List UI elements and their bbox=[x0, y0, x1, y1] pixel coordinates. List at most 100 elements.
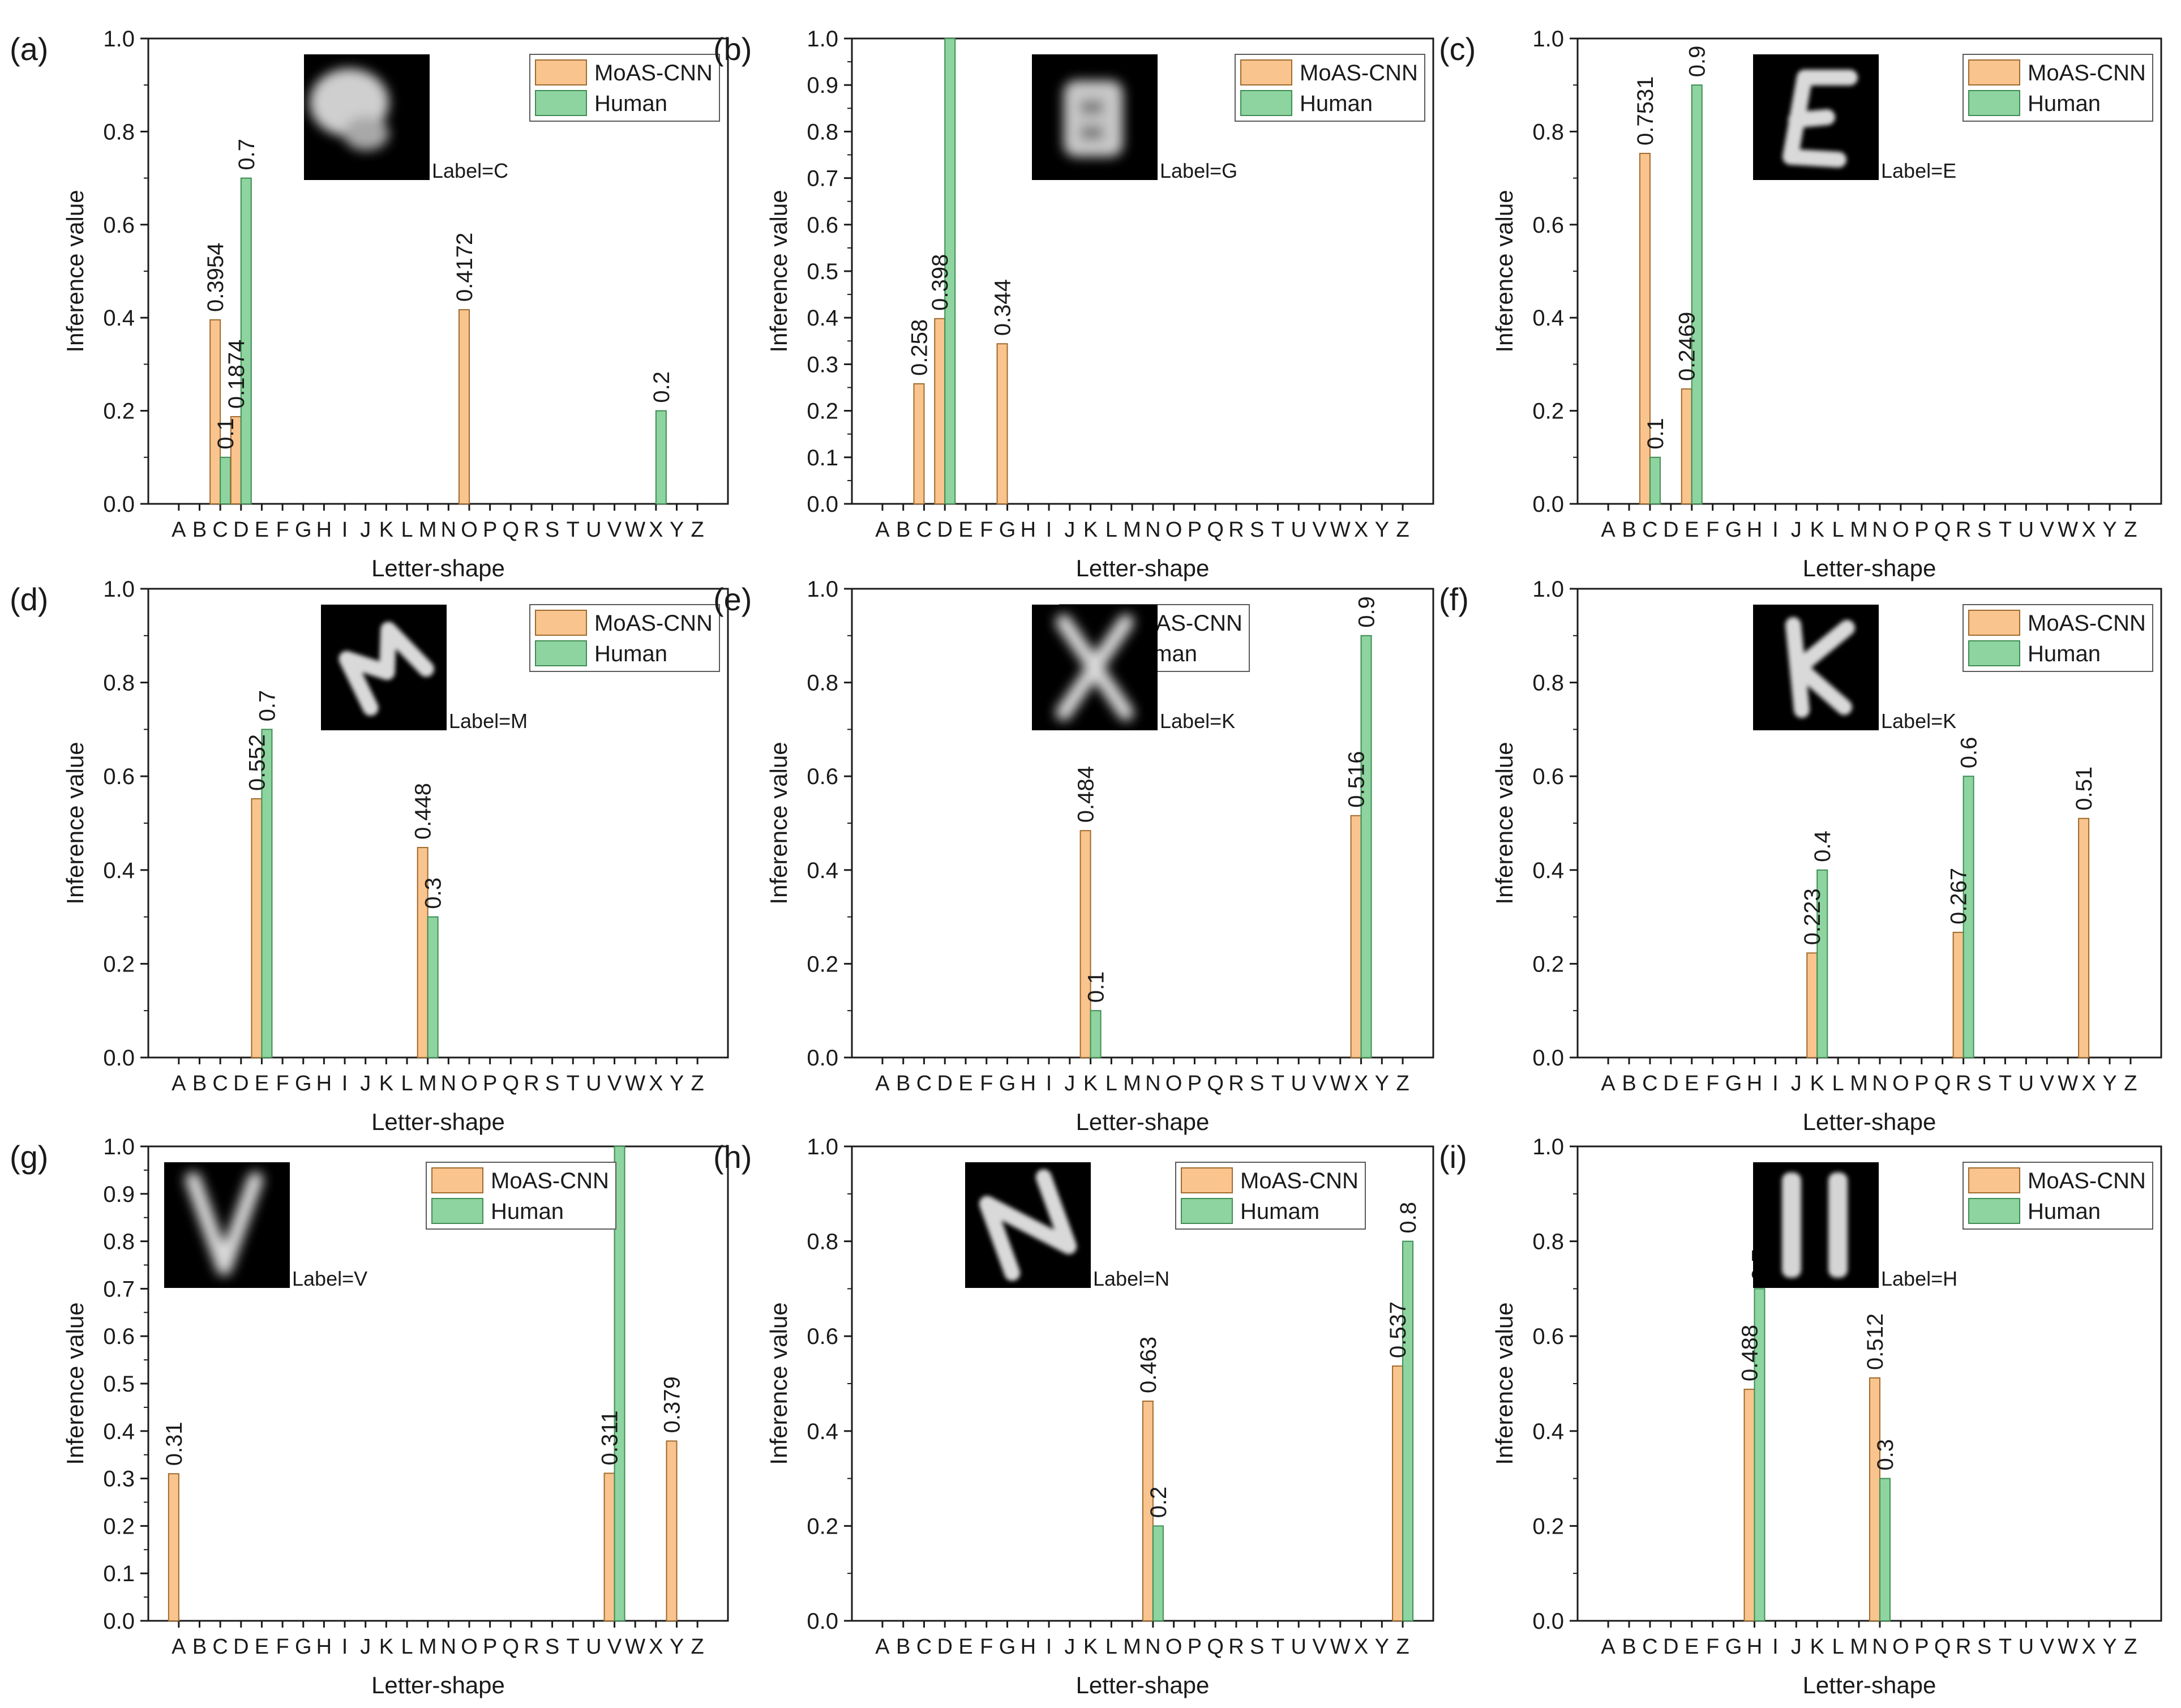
x-tick-label: L bbox=[1832, 1635, 1844, 1659]
x-tick-label: F bbox=[276, 1072, 289, 1095]
x-tick-label: A bbox=[1601, 1635, 1616, 1659]
x-tick-label: B bbox=[896, 518, 910, 542]
x-tick-label: X bbox=[1354, 518, 1368, 542]
x-tick-label: Y bbox=[2102, 1072, 2116, 1095]
x-tick-label: G bbox=[1725, 518, 1742, 542]
x-tick-label: A bbox=[875, 518, 890, 542]
y-tick-label: 1.0 bbox=[103, 1135, 135, 1159]
legend: MoAS-CNN Human bbox=[529, 604, 720, 672]
x-tick-label: R bbox=[524, 518, 539, 542]
bar-human bbox=[261, 729, 273, 1058]
x-tick-label: N bbox=[1145, 1072, 1160, 1095]
x-tick-label: J bbox=[360, 1072, 371, 1095]
x-tick-label: T bbox=[1999, 1072, 2012, 1095]
bar-moas-cnn bbox=[2078, 817, 2090, 1058]
legend-swatch-moas-cnn bbox=[1240, 59, 1292, 85]
x-tick-label: C bbox=[916, 1072, 932, 1095]
data-label: 0.552 bbox=[245, 734, 269, 791]
x-tick-label: M bbox=[1123, 1072, 1141, 1095]
x-tick-label: C bbox=[916, 518, 932, 542]
x-tick-label: F bbox=[276, 518, 289, 542]
panel-label: (c) bbox=[1439, 31, 1476, 67]
data-label: 0.6 bbox=[1957, 737, 1982, 769]
y-tick-label: 0.6 bbox=[807, 764, 838, 789]
inset-label: Label=C bbox=[432, 159, 508, 182]
x-tick-label: G bbox=[999, 518, 1016, 542]
x-tick-label: W bbox=[1330, 518, 1351, 542]
x-tick-label: C bbox=[212, 518, 228, 542]
panel-label: (g) bbox=[10, 1139, 48, 1175]
y-tick-label: 0.2 bbox=[1532, 952, 1564, 977]
x-tick-label: N bbox=[1145, 518, 1160, 542]
x-tick-label: K bbox=[1810, 1072, 1824, 1095]
x-tick-label: F bbox=[1706, 1072, 1719, 1095]
y-tick-label: 1.0 bbox=[807, 27, 838, 52]
y-tick-label: 0.6 bbox=[103, 764, 135, 789]
x-tick-label: Z bbox=[691, 1072, 704, 1095]
y-tick-label: 0.0 bbox=[807, 1046, 838, 1071]
x-tick-label: D bbox=[1663, 518, 1678, 542]
x-tick-label: T bbox=[1999, 1635, 2012, 1659]
x-tick-label: B bbox=[896, 1635, 910, 1659]
x-axis-title: Letter-shape bbox=[371, 555, 505, 581]
x-tick-label: V bbox=[607, 518, 622, 542]
inset-label: Label=H bbox=[1881, 1267, 1957, 1290]
x-tick-label: H bbox=[1747, 1072, 1762, 1095]
x-tick-label: E bbox=[255, 1072, 269, 1095]
x-tick-label: H bbox=[1021, 1635, 1036, 1659]
legend-label-moas-cnn: MoAS-CNN bbox=[2028, 1168, 2146, 1193]
y-tick-label: 0.4 bbox=[1532, 1419, 1564, 1444]
y-tick-label: 0.6 bbox=[103, 213, 135, 238]
data-label: 0.9 bbox=[1355, 596, 1379, 628]
y-tick-label: 0.6 bbox=[807, 1324, 838, 1349]
y-tick-label: 0.8 bbox=[1532, 671, 1564, 696]
y-tick-label: 0.0 bbox=[1532, 1046, 1564, 1071]
x-tick-label: L bbox=[401, 518, 413, 542]
chart-panel: (g) 0.0 0.1 0.2 0.3 0.4 0.5 0.6 0.7 0.8 0.9 1.0 A B C D… bbox=[10, 1135, 729, 1698]
x-tick-label: Z bbox=[1396, 518, 1409, 542]
legend-swatch-moas-cnn bbox=[535, 610, 587, 636]
y-tick-label: 0.6 bbox=[807, 213, 838, 238]
x-axis-title: Letter-shape bbox=[1076, 555, 1210, 581]
inset-label: Label=V bbox=[292, 1267, 367, 1290]
x-tick-label: F bbox=[980, 518, 993, 542]
x-tick-label: V bbox=[2040, 518, 2055, 542]
bar-moas-cnn bbox=[603, 1472, 615, 1622]
bar-moas-cnn bbox=[1142, 1401, 1154, 1622]
y-tick-label: 1.0 bbox=[1532, 577, 1564, 602]
bar-human bbox=[655, 410, 667, 504]
inset-letter-image bbox=[338, 622, 434, 716]
chart-panel: (i) 0.0 0.2 0.4 0.6 0.8 1.0 A B C D E F G H I J K L M N O P Q R S… bbox=[1439, 1135, 2162, 1698]
x-tick-label: D bbox=[233, 1635, 248, 1659]
x-tick-label: G bbox=[295, 518, 312, 542]
x-tick-label: Y bbox=[1375, 1072, 1389, 1095]
y-tick-label: 0.6 bbox=[103, 1324, 135, 1349]
x-axis-title: Letter-shape bbox=[1076, 1108, 1210, 1135]
x-tick-label: W bbox=[1330, 1635, 1351, 1659]
y-tick-label: 0.8 bbox=[807, 119, 838, 144]
bar-human bbox=[1963, 776, 1974, 1058]
data-label: 0.3 bbox=[1873, 1439, 1898, 1471]
y-axis-title: Inference value bbox=[62, 190, 88, 352]
x-tick-label: H bbox=[1747, 518, 1762, 542]
legend-label-human: Human bbox=[594, 641, 667, 666]
inset-image-background bbox=[1753, 1162, 1879, 1288]
x-tick-label: E bbox=[958, 1072, 972, 1095]
chart-panel: (h) 0.0 0.2 0.4 0.6 0.8 1.0 A B C D E F G H I J K L M N O P Q R S… bbox=[713, 1135, 1434, 1698]
y-tick-label: 0.4 bbox=[103, 306, 135, 331]
x-tick-label: N bbox=[1872, 1072, 1887, 1095]
x-tick-label: R bbox=[1956, 1635, 1971, 1659]
bar-human bbox=[1691, 84, 1703, 504]
x-tick-label: B bbox=[192, 1635, 207, 1659]
x-tick-label: G bbox=[295, 1072, 312, 1095]
data-label: 0.31 bbox=[162, 1422, 187, 1466]
y-axis-title: Inference value bbox=[765, 190, 792, 352]
bar-moas-cnn bbox=[1806, 952, 1818, 1058]
chart-panel: (e) 0.0 0.2 0.4 0.6 0.8 1.0 A B C D E F G H I J K L M N O P Q R S… bbox=[713, 577, 1434, 1135]
y-tick-label: 0.0 bbox=[1532, 1609, 1564, 1634]
x-tick-label: S bbox=[1250, 1635, 1264, 1659]
x-tick-label: M bbox=[1850, 518, 1868, 542]
x-tick-label: U bbox=[586, 518, 601, 542]
x-tick-label: H bbox=[316, 1072, 332, 1095]
legend-swatch-human bbox=[535, 640, 587, 666]
